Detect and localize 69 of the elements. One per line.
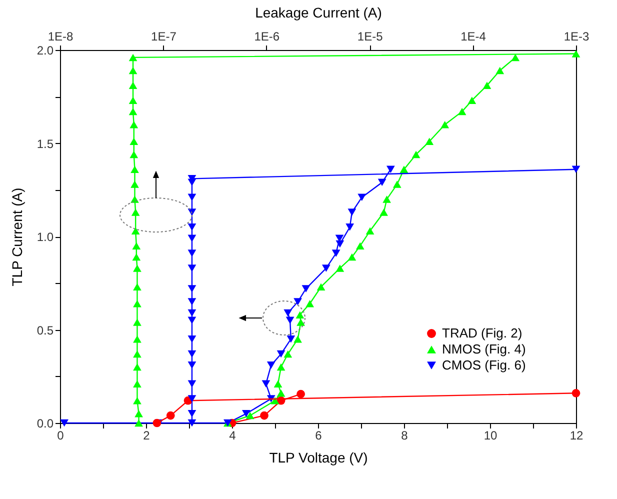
point: [276, 363, 286, 371]
point: [306, 300, 314, 308]
point: [276, 350, 286, 358]
point: [386, 166, 395, 173]
point: [322, 264, 330, 272]
point: [296, 390, 305, 398]
point: [356, 242, 364, 250]
point: [260, 411, 268, 420]
x-tick-label: 6: [315, 428, 322, 442]
point: [392, 180, 402, 188]
point: [511, 54, 520, 62]
point: [412, 150, 420, 158]
point: [296, 311, 304, 318]
point: [296, 318, 305, 326]
point: [284, 350, 292, 358]
point: [294, 298, 302, 306]
point: [274, 380, 282, 388]
point: [366, 227, 374, 235]
x-tick-label: 2: [143, 428, 150, 442]
point: [348, 253, 356, 261]
point: [358, 194, 366, 201]
point: [302, 285, 310, 292]
x-axis-title: TLP Voltage (V): [269, 450, 368, 466]
y-tick-label: 1.0: [36, 230, 54, 244]
point: [336, 240, 344, 248]
point: [294, 335, 302, 343]
point: [284, 309, 292, 317]
point: [468, 96, 476, 104]
x-tick-label: 12: [570, 428, 584, 442]
point: [440, 120, 450, 128]
x2-axis-title: Leakage Current (A): [255, 4, 382, 20]
point: [266, 362, 276, 369]
x2-tick-label: 1E-8: [48, 30, 74, 44]
x2-tick-label: 1E-5: [357, 30, 384, 44]
point: [458, 108, 466, 116]
y-tick-label: 2.0: [36, 44, 54, 58]
x-tick-label: 0: [57, 428, 64, 442]
point: [262, 380, 270, 388]
point: [400, 166, 408, 173]
point: [496, 66, 504, 74]
x2-tick-label: 1E-3: [564, 30, 590, 44]
x-tick-label: 8: [401, 428, 408, 442]
point: [378, 178, 386, 186]
point: [382, 196, 391, 203]
legend-label: CMOS (Fig. 6): [442, 358, 526, 372]
point: [242, 410, 250, 418]
y-tick-label: 0.5: [36, 323, 54, 338]
point: [482, 82, 492, 90]
legend-label: TRAD (Fig. 2): [442, 326, 522, 340]
point: [346, 224, 354, 231]
y-axis-title: TLP Current (A): [8, 188, 25, 286]
x2-tick-label: 1E-7: [151, 30, 177, 44]
point: [276, 390, 286, 397]
x2-tick-label: 1E-6: [254, 30, 280, 44]
legend-label: NMOS (Fig. 4): [442, 342, 526, 356]
point: [246, 412, 254, 420]
point: [286, 316, 294, 324]
point: [336, 264, 344, 272]
point: [380, 208, 388, 216]
y-tick-label: 1.5: [36, 136, 54, 151]
y-tick-label: 0.0: [36, 416, 54, 430]
x-tick-label: 10: [484, 428, 498, 442]
x-tick-label: 4: [229, 428, 236, 442]
point: [332, 250, 340, 257]
point: [425, 138, 434, 146]
point: [286, 335, 296, 343]
point: [348, 208, 356, 216]
point: [316, 283, 326, 290]
x2-tick-label: 1E-4: [460, 30, 486, 44]
